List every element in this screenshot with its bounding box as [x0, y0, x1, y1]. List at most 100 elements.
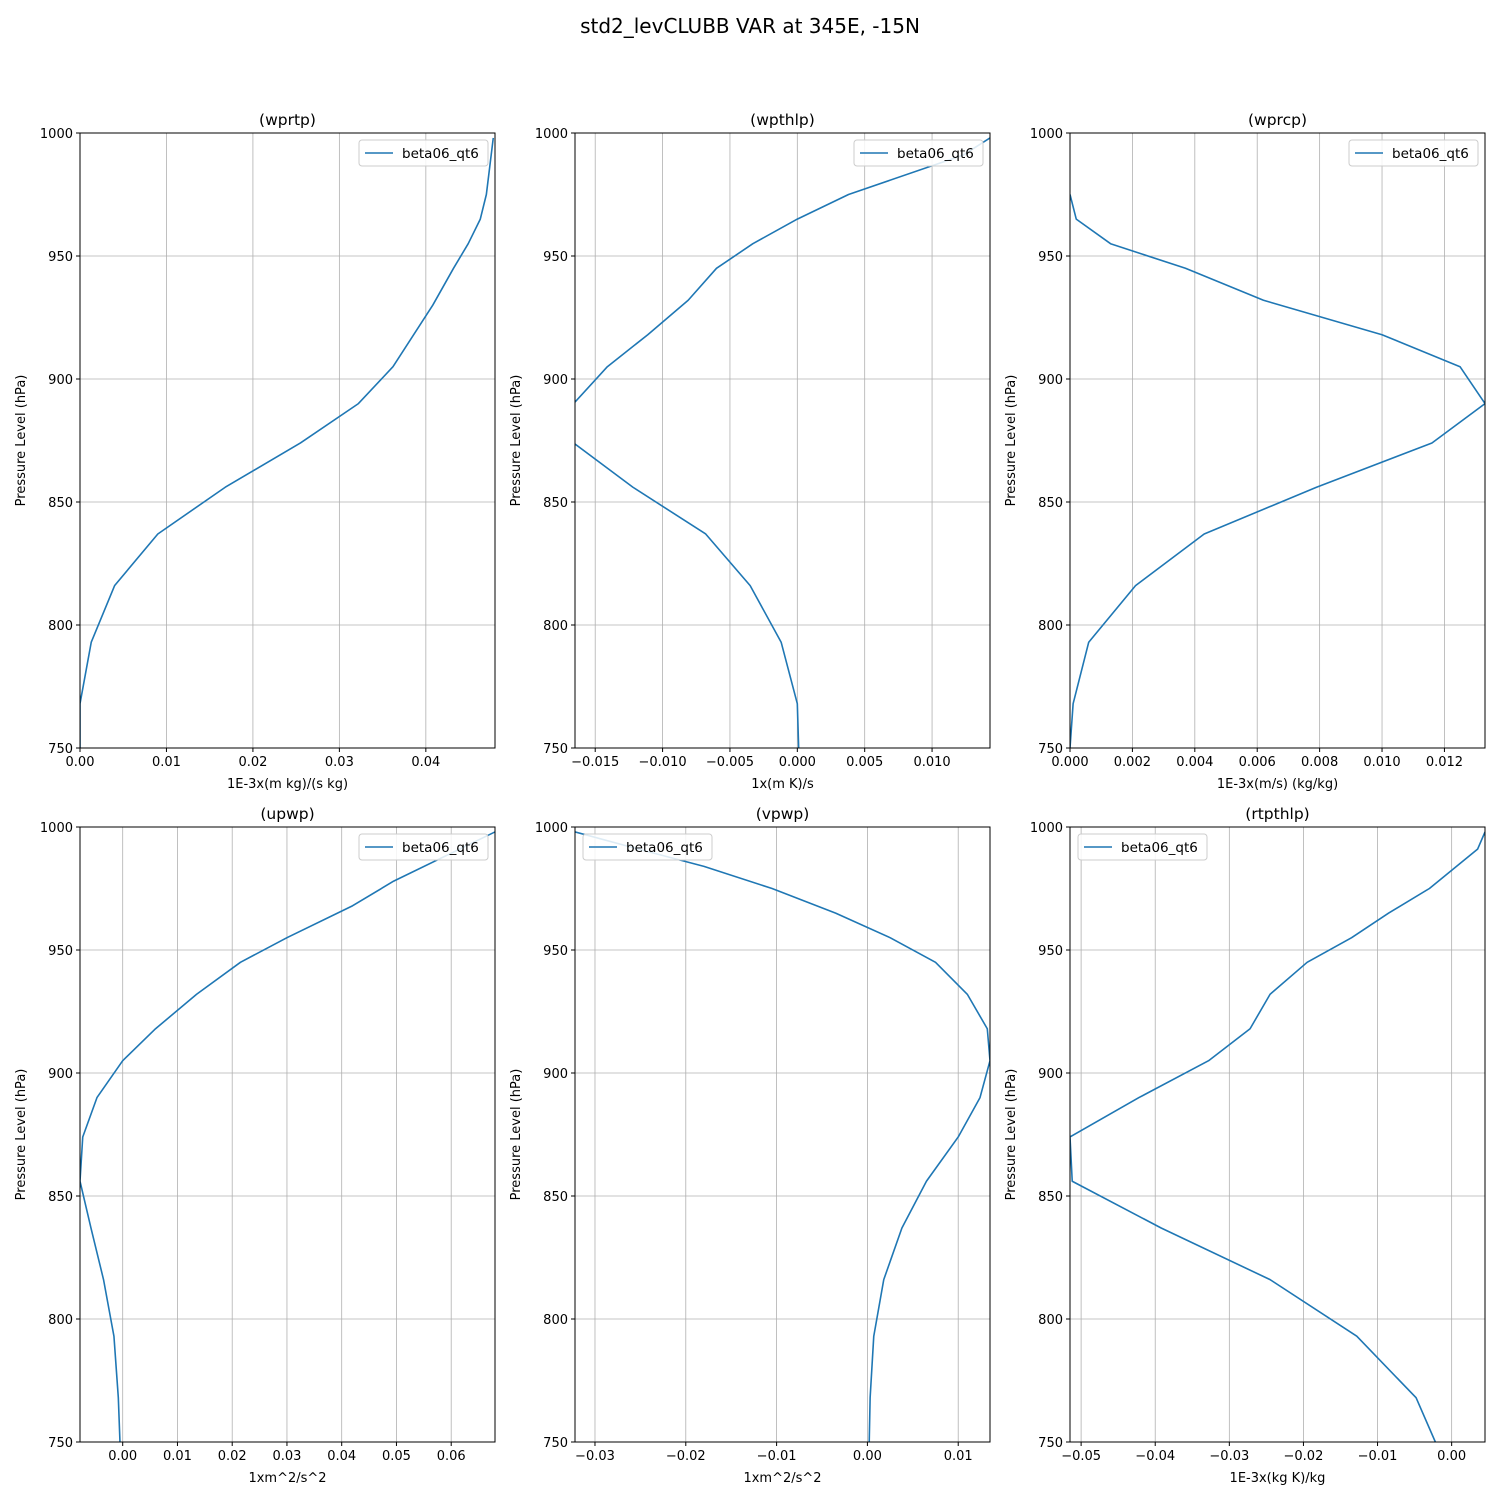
axes-frame [79, 132, 496, 749]
y-axis-label: Pressure Level (hPa) [509, 1069, 524, 1201]
x-tick-label: −0.01 [1358, 1449, 1398, 1464]
subplot-title: (upwp) [260, 805, 314, 823]
axes-frame [574, 826, 991, 1443]
series-line-1 [575, 137, 990, 748]
y-axis-label: Pressure Level (hPa) [14, 375, 29, 507]
x-tick-label: −0.010 [639, 755, 687, 770]
x-tick-label: 0.00 [1437, 1449, 1466, 1464]
subplot-2: −0.015 −0.010 −0.005 0.000 0.005 0.010 750 800 8… [509, 111, 991, 792]
y-tick-label: 800 [543, 1313, 568, 1328]
y-tick-label: 750 [1038, 742, 1063, 757]
series-line-1 [1070, 831, 1485, 1442]
legend-box [582, 833, 713, 861]
x-tick-label: 0.02 [218, 1449, 247, 1464]
legend-label: beta06_qt6 [626, 840, 703, 856]
x-axis-label: 1E-3x(m/s) (kg/kg) [1217, 777, 1338, 792]
x-tick-label: −0.03 [1209, 1449, 1249, 1464]
y-tick-label: 950 [48, 944, 73, 959]
y-tick-label: 750 [1038, 1436, 1063, 1451]
legend: beta06_qt6 [1077, 833, 1208, 861]
subplot-title: (wprcp) [1248, 111, 1307, 129]
x-tick-label: 0.04 [327, 1449, 356, 1464]
x-axis-label: 1E-3x(kg K)/kg [1230, 1471, 1326, 1486]
x-tick-label: −0.03 [575, 1449, 615, 1464]
x-tick-label: 0.004 [1176, 755, 1213, 770]
legend: beta06_qt6 [358, 833, 489, 861]
y-tick-label: 900 [543, 1067, 568, 1082]
legend: beta06_qt6 [358, 139, 489, 167]
x-tick-label: −0.04 [1135, 1449, 1175, 1464]
y-tick-label: 750 [543, 742, 568, 757]
y-tick-label: 950 [543, 250, 568, 265]
series-line-1 [80, 137, 495, 748]
y-axis-label: Pressure Level (hPa) [14, 1069, 29, 1201]
y-tick-label: 1000 [40, 821, 73, 836]
subplot-5: −0.03 −0.02 −0.01 0.00 0.01 750 800 850 900 950 10… [509, 805, 991, 1486]
legend: beta06_qt6 [582, 833, 713, 861]
y-tick-label: 1000 [40, 127, 73, 142]
y-tick-label: 900 [48, 1067, 73, 1082]
y-tick-label: 900 [48, 373, 73, 388]
subplot-title: (rtpthlp) [1245, 805, 1309, 823]
y-tick-label: 850 [1038, 496, 1063, 511]
legend-box [358, 833, 489, 861]
x-tick-label: 0.010 [913, 755, 950, 770]
x-tick-label: 0.01 [944, 1449, 973, 1464]
legend-label: beta06_qt6 [1121, 840, 1198, 856]
subplot-title: (vpwp) [756, 805, 810, 823]
x-tick-label: 0.04 [411, 755, 440, 770]
x-tick-label: 0.05 [382, 1449, 411, 1464]
x-tick-label: 0.008 [1301, 755, 1338, 770]
x-axis-label: 1x(m K)/s [751, 777, 814, 792]
x-axis-label: 1xm^2/s^2 [248, 1471, 326, 1486]
series-line-1 [1070, 194, 1485, 748]
x-tick-label: 0.012 [1426, 755, 1463, 770]
y-tick-label: 1000 [535, 821, 568, 836]
legend-box [853, 139, 984, 167]
x-tick-label: 0.03 [272, 1449, 301, 1464]
y-tick-label: 1000 [535, 127, 568, 142]
x-tick-label: 0.00 [66, 755, 95, 770]
subplot-1: 0.00 0.01 0.02 0.03 0.04 750 800 850 900 950 1000 (… [14, 111, 496, 792]
axes-frame [79, 826, 496, 1443]
legend-box [1077, 833, 1208, 861]
axes-frame [1069, 132, 1486, 749]
y-tick-label: 1000 [1030, 127, 1063, 142]
y-tick-label: 950 [1038, 944, 1063, 959]
subplot-4: 0.00 0.01 0.02 0.03 0.04 0.05 0.06 750 800 850 900… [14, 805, 496, 1486]
y-tick-label: 900 [1038, 373, 1063, 388]
y-tick-label: 750 [48, 742, 73, 757]
y-tick-label: 1000 [1030, 821, 1063, 836]
x-tick-label: −0.01 [757, 1449, 797, 1464]
x-tick-label: 0.000 [1051, 755, 1088, 770]
y-tick-label: 800 [1038, 619, 1063, 634]
axes-frame [1069, 826, 1486, 1443]
legend: beta06_qt6 [1348, 139, 1479, 167]
x-tick-label: −0.02 [666, 1449, 706, 1464]
subplot-title: (wpthlp) [750, 111, 815, 129]
x-tick-label: 0.01 [163, 1449, 192, 1464]
y-tick-label: 750 [543, 1436, 568, 1451]
x-tick-label: −0.005 [706, 755, 754, 770]
x-tick-label: 0.03 [325, 755, 354, 770]
axes-frame [574, 132, 991, 749]
y-tick-label: 800 [48, 1313, 73, 1328]
y-tick-label: 800 [1038, 1313, 1063, 1328]
y-tick-label: 850 [48, 1190, 73, 1205]
subplot-title: (wprtp) [259, 111, 316, 129]
y-tick-label: 900 [1038, 1067, 1063, 1082]
x-tick-label: −0.05 [1061, 1449, 1101, 1464]
x-tick-label: −0.02 [1284, 1449, 1324, 1464]
y-axis-label: Pressure Level (hPa) [1004, 375, 1019, 507]
subplot-6: −0.05 −0.04 −0.03 −0.02 −0.01 0.00 750 800 850 90… [1004, 805, 1486, 1486]
x-tick-label: 0.00 [853, 1449, 882, 1464]
y-tick-label: 800 [48, 619, 73, 634]
x-axis-label: 1E-3x(m kg)/(s kg) [227, 777, 348, 792]
x-tick-label: 0.06 [437, 1449, 466, 1464]
legend-label: beta06_qt6 [402, 840, 479, 856]
legend: beta06_qt6 [853, 139, 984, 167]
series-line-1 [80, 831, 495, 1442]
x-tick-label: 0.01 [152, 755, 181, 770]
series-line-1 [575, 831, 990, 1442]
